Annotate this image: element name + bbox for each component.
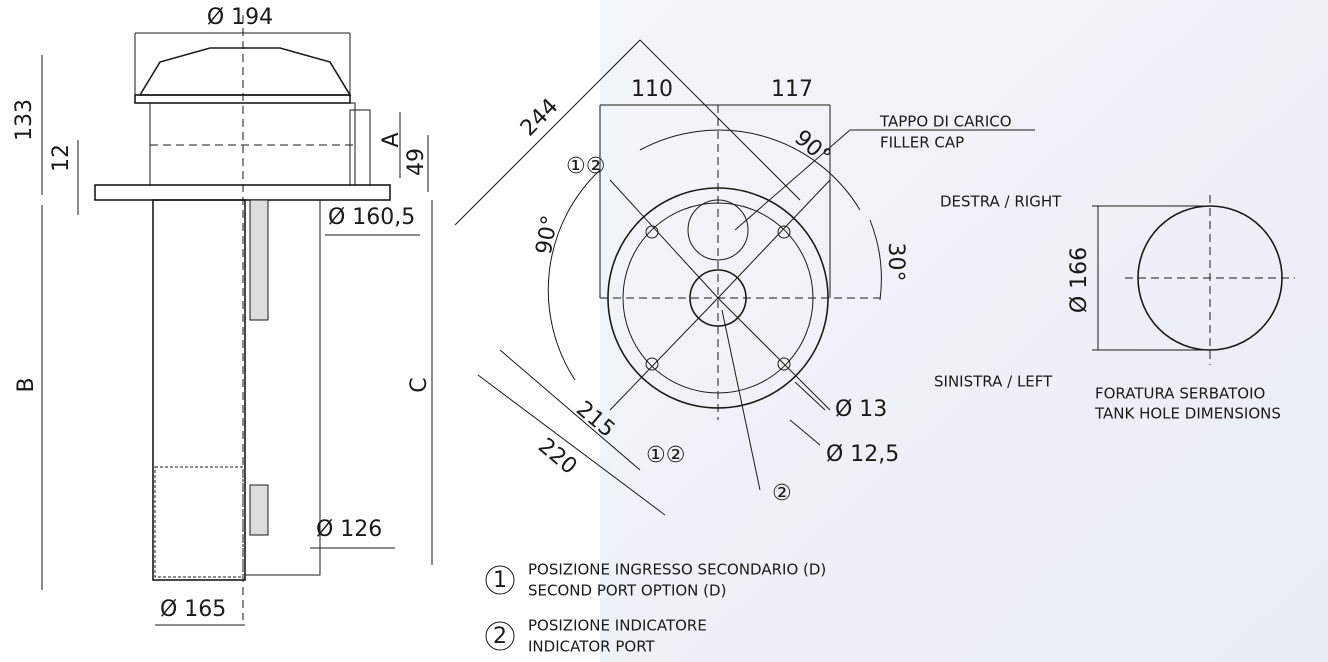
- dim-text: 244: [516, 94, 563, 141]
- label: DESTRA / RIGHT: [940, 193, 1062, 211]
- dim-text: 30°: [883, 243, 908, 282]
- port-mark: ①②: [566, 154, 605, 179]
- dim-text: 117: [771, 77, 813, 102]
- legend-text: POSIZIONE INGRESSO SECONDARIO (D): [528, 561, 826, 579]
- dim-text: 133: [12, 99, 37, 141]
- legend-text: INDICATOR PORT: [528, 638, 656, 656]
- port-mark: ②: [772, 481, 792, 506]
- dim-text: 90°: [532, 214, 563, 257]
- drawing: Ø 194 133 12 A 49 Ø 160,5 B C Ø 126 Ø 16…: [0, 0, 1328, 662]
- side-view: Ø 194 133 12 A 49 Ø 160,5 B C Ø 126 Ø 16…: [12, 5, 432, 625]
- label: FILLER CAP: [880, 134, 964, 152]
- port-mark: ①②: [646, 443, 685, 468]
- dim-text: 49: [404, 148, 429, 176]
- legend-number: 2: [493, 624, 507, 649]
- dim-text: B: [14, 377, 39, 392]
- label: FORATURA SERBATOIO: [1095, 385, 1265, 403]
- dim-text: 110: [631, 77, 673, 102]
- legend-text: SECOND PORT OPTION (D): [528, 582, 726, 600]
- dim-text: 12: [49, 144, 74, 172]
- dim-text: Ø 194: [207, 5, 273, 30]
- legend-text: POSIZIONE INDICATORE: [528, 617, 707, 635]
- dim-text: C: [407, 377, 432, 392]
- dim-text: 220: [533, 434, 581, 480]
- dim-text: Ø 12,5: [826, 442, 899, 467]
- dim-text: A: [379, 132, 404, 147]
- label: SINISTRA / LEFT: [934, 373, 1053, 391]
- dim-text: Ø 165: [160, 597, 226, 622]
- label: TANK HOLE DIMENSIONS: [1094, 405, 1281, 423]
- label: TAPPO DI CARICO: [879, 113, 1012, 131]
- dim-text: Ø 166: [1067, 247, 1092, 313]
- dim-text: Ø 160,5: [328, 205, 415, 230]
- dim-text: Ø 13: [835, 397, 887, 422]
- dim-text: Ø 126: [316, 517, 382, 542]
- legend-number: 1: [493, 568, 507, 593]
